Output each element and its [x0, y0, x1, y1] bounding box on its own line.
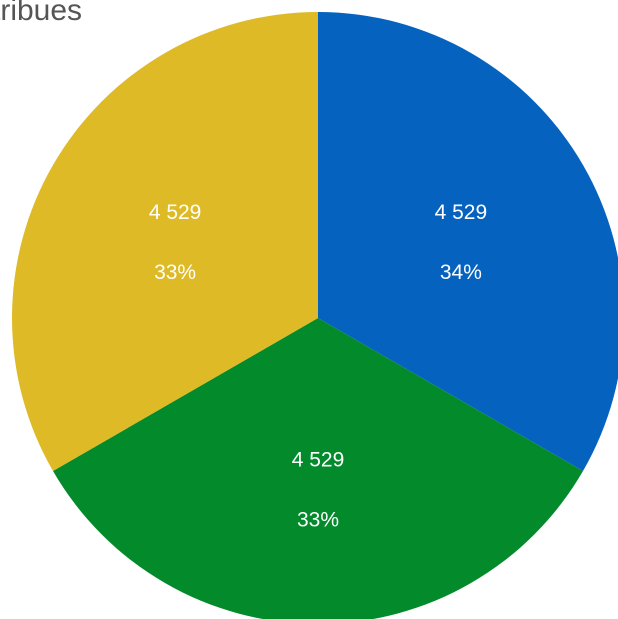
- chart-title: tribues: [0, 0, 83, 27]
- slice-value-label-2: 4 529: [292, 449, 345, 472]
- slice-value-label-3: 4 529: [149, 201, 202, 224]
- pie-slice-2: [52, 318, 584, 619]
- pie-slice-3: [12, 12, 318, 471]
- slice-percent-label-2: 33%: [297, 509, 339, 532]
- pie-slice-1: [318, 12, 618, 471]
- slice-percent-label-1: 34%: [440, 261, 482, 284]
- slice-percent-label-3: 33%: [154, 261, 196, 284]
- slice-value-label-1: 4 529: [435, 201, 488, 224]
